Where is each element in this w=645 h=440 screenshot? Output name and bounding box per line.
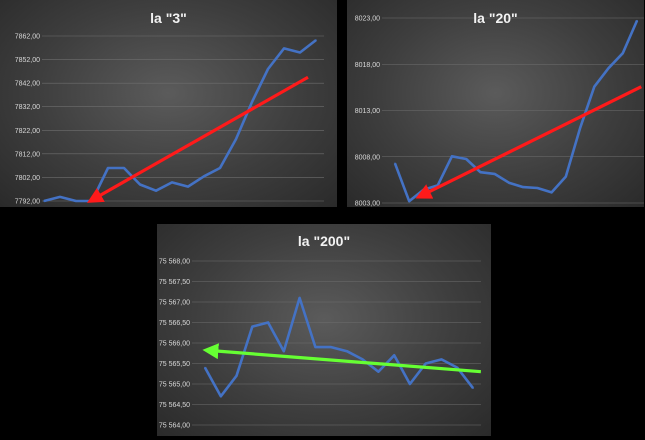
data-point bbox=[187, 185, 189, 188]
data-point bbox=[565, 175, 567, 178]
chart-panel-3: 7862,00 7852,00 7842,00 7832,00 7822,00 7812,… bbox=[0, 0, 337, 207]
data-point bbox=[204, 366, 206, 369]
y-tick-label: 75 564,00 bbox=[159, 423, 190, 430]
data-point bbox=[251, 101, 253, 103]
y-tick-label: 8018,00 bbox=[355, 62, 380, 69]
data-point bbox=[394, 162, 396, 165]
data-point bbox=[235, 138, 237, 140]
y-tick-label: 7862,00 bbox=[15, 34, 40, 41]
trend-arrow bbox=[415, 85, 642, 199]
data-point bbox=[283, 350, 285, 352]
data-point bbox=[299, 51, 301, 54]
data-point bbox=[493, 173, 496, 175]
data-point bbox=[456, 366, 459, 369]
y-tick-label: 75 566,00 bbox=[159, 341, 190, 348]
data-point bbox=[203, 175, 205, 178]
data-point bbox=[107, 167, 109, 169]
y-tick-label: 75 564,50 bbox=[159, 402, 190, 409]
y-tick-label: 75 566,50 bbox=[159, 320, 190, 327]
y-tick-label: 75 565,50 bbox=[159, 361, 190, 368]
y-tick-label: 8008,00 bbox=[355, 154, 380, 161]
data-point bbox=[636, 19, 638, 22]
data-point bbox=[171, 181, 173, 184]
data-point bbox=[621, 52, 624, 55]
data-point bbox=[315, 39, 317, 41]
data-point bbox=[593, 85, 596, 88]
data-point bbox=[298, 297, 301, 299]
data-point bbox=[43, 200, 45, 202]
data-point bbox=[346, 350, 348, 352]
data-point bbox=[451, 155, 453, 158]
series-line bbox=[393, 20, 639, 203]
chart-panel-20: 8023,00 8018,00 8013,00 8008,00 8003,00 la "… bbox=[347, 0, 644, 207]
chart-title: la "3" bbox=[150, 10, 187, 26]
data-point bbox=[422, 188, 425, 191]
y-tick-label: 75 565,00 bbox=[159, 382, 190, 389]
data-point bbox=[393, 354, 395, 357]
data-point bbox=[283, 47, 285, 50]
data-point bbox=[440, 358, 443, 361]
data-point bbox=[579, 127, 581, 129]
y-tick-label: 7812,00 bbox=[15, 151, 40, 158]
y-tick-label: 7832,00 bbox=[15, 104, 40, 111]
y-tick-label: 75 567,00 bbox=[159, 300, 190, 307]
data-point bbox=[219, 395, 222, 398]
chart-svg-3: 7862,00 7852,00 7842,00 7832,00 7822,00 7812,… bbox=[15, 34, 324, 206]
y-tick-label: 75 567,50 bbox=[159, 279, 190, 286]
data-point bbox=[424, 362, 427, 365]
chart-title: la "200" bbox=[297, 233, 351, 249]
series-line bbox=[43, 39, 317, 203]
data-point bbox=[409, 383, 411, 385]
y-tick-label: 8023,00 bbox=[355, 16, 380, 23]
data-point bbox=[508, 181, 510, 184]
data-point bbox=[330, 346, 332, 348]
y-tick-label: 7822,00 bbox=[15, 128, 40, 135]
data-point bbox=[219, 167, 221, 169]
y-tick-label: 7802,00 bbox=[15, 175, 40, 182]
data-point bbox=[607, 67, 610, 70]
trend-arrow bbox=[202, 343, 482, 374]
chart-svg-20: 8023,00 8018,00 8013,00 8008,00 8003,00 bbox=[355, 16, 644, 208]
data-point bbox=[123, 167, 125, 169]
y-tick-label: 8003,00 bbox=[355, 201, 380, 208]
y-tick-label: 7842,00 bbox=[15, 81, 40, 88]
data-point bbox=[251, 325, 254, 328]
data-point bbox=[550, 191, 553, 194]
chart-svg-200: 75 568,00 75 567,50 75 567,00 75 566,50 75 5… bbox=[159, 259, 482, 430]
y-tick-label: 8013,00 bbox=[355, 108, 380, 115]
y-tick-label: 7852,00 bbox=[15, 57, 40, 64]
data-point bbox=[361, 358, 364, 361]
data-point bbox=[472, 387, 474, 389]
data-point bbox=[155, 189, 157, 192]
data-point bbox=[75, 200, 77, 202]
data-point bbox=[267, 68, 269, 70]
data-point bbox=[235, 375, 238, 377]
data-point bbox=[408, 200, 411, 203]
chart-title: la "20" bbox=[473, 10, 518, 26]
chart-panel-200: 75 568,00 75 567,50 75 567,00 75 566,50 75 5… bbox=[157, 224, 491, 436]
y-tick-label: 7792,00 bbox=[15, 199, 40, 206]
data-point bbox=[314, 346, 317, 348]
data-point bbox=[465, 158, 467, 160]
data-point bbox=[267, 321, 269, 324]
y-tick-label: 75 568,00 bbox=[159, 259, 190, 266]
data-point bbox=[479, 171, 482, 173]
data-point bbox=[536, 187, 539, 189]
data-point bbox=[139, 183, 141, 186]
series-line bbox=[203, 296, 475, 398]
data-point bbox=[377, 370, 380, 373]
trend-arrow bbox=[86, 75, 309, 203]
data-point bbox=[522, 186, 524, 188]
data-point bbox=[59, 196, 61, 198]
